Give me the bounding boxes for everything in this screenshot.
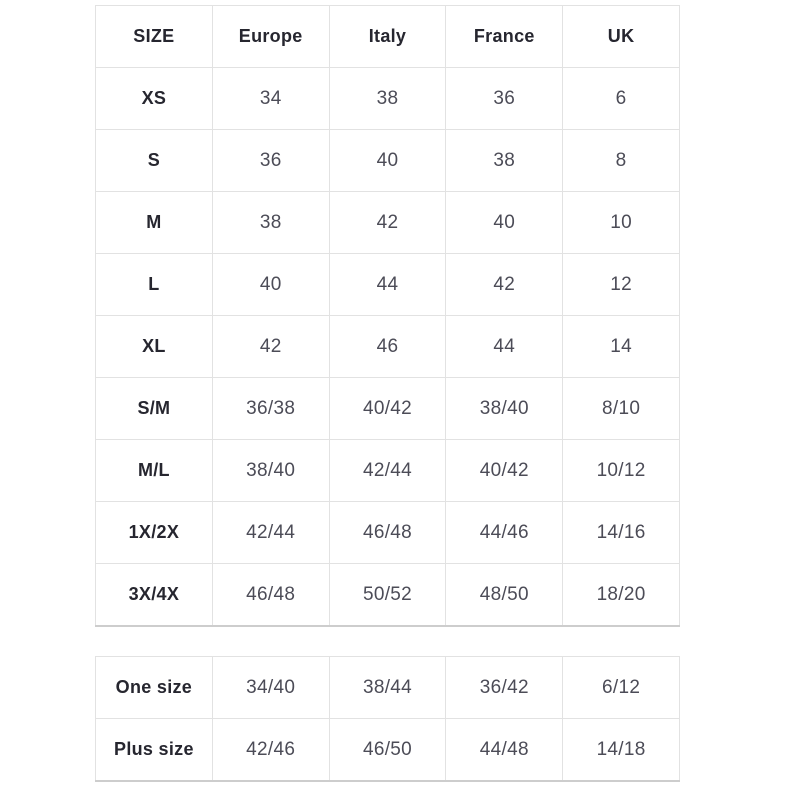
row-label: S/M [95,377,213,440]
size-cell: 8/10 [562,377,680,440]
size-conversion-table: SIZE Europe Italy France UK XS 34 38 36 … [95,5,680,627]
size-cell: 10 [562,191,680,254]
size-cell: 42 [211,315,330,378]
size-cell: 14/18 [562,718,680,782]
size-cell: 40/42 [445,439,564,502]
table-row-l: L 40 44 42 12 [95,253,680,316]
tables-container: SIZE Europe Italy France UK XS 34 38 36 … [95,5,680,782]
row-label: XL [95,315,213,378]
size-cell: 46/50 [328,718,447,782]
size-cell: 42 [445,253,564,316]
size-cell: 36 [211,129,330,192]
size-cell: 50/52 [328,563,447,627]
special-table-body: One size 34/40 38/44 36/42 6/12 Plus siz… [95,656,680,782]
size-cell: 44/46 [445,501,564,564]
size-cell: 46/48 [211,563,330,627]
table-row-ml: M/L 38/40 42/44 40/42 10/12 [95,439,680,502]
special-sizes-table: One size 34/40 38/44 36/42 6/12 Plus siz… [95,656,680,782]
size-cell: 14 [562,315,680,378]
row-label: M/L [95,439,213,502]
size-cell: 14/16 [562,501,680,564]
size-cell: 46 [328,315,447,378]
size-cell: 38 [328,67,447,130]
row-label: M [95,191,213,254]
row-label: XS [95,67,213,130]
size-cell: 44/48 [445,718,564,782]
table-row-m: M 38 42 40 10 [95,191,680,254]
column-header-europe: Europe [211,5,330,68]
column-header-france: France [445,5,564,68]
size-cell: 38/40 [445,377,564,440]
table-row-xs: XS 34 38 36 6 [95,67,680,130]
size-cell: 42 [328,191,447,254]
size-cell: 46/48 [328,501,447,564]
row-label: L [95,253,213,316]
size-cell: 42/44 [328,439,447,502]
size-cell: 38/44 [328,656,447,719]
size-cell: 36/38 [211,377,330,440]
row-label: 1X/2X [95,501,213,564]
size-table-header: SIZE Europe Italy France UK [95,5,680,68]
table-row-s: S 36 40 38 8 [95,129,680,192]
size-cell: 40 [328,129,447,192]
size-cell: 42/46 [211,718,330,782]
size-table-body: XS 34 38 36 6 S 36 40 38 8 M 38 42 [95,67,680,627]
column-header-size: SIZE [95,5,213,68]
table-row-xl: XL 42 46 44 14 [95,315,680,378]
size-cell: 36 [445,67,564,130]
size-cell: 12 [562,253,680,316]
size-cell: 38 [445,129,564,192]
size-cell: 6 [562,67,680,130]
row-label: S [95,129,213,192]
row-label: One size [95,656,213,719]
table-row-3x4x: 3X/4X 46/48 50/52 48/50 18/20 [95,563,680,627]
size-cell: 44 [445,315,564,378]
table-row-one-size: One size 34/40 38/44 36/42 6/12 [95,656,680,719]
size-cell: 18/20 [562,563,680,627]
size-cell: 34/40 [211,656,330,719]
size-cell: 44 [328,253,447,316]
table-row-plus-size: Plus size 42/46 46/50 44/48 14/18 [95,718,680,782]
size-cell: 38 [211,191,330,254]
column-header-italy: Italy [328,5,447,68]
size-cell: 40/42 [328,377,447,440]
table-row-1x2x: 1X/2X 42/44 46/48 44/46 14/16 [95,501,680,564]
size-cell: 42/44 [211,501,330,564]
size-cell: 38/40 [211,439,330,502]
size-cell: 40 [211,253,330,316]
size-cell: 10/12 [562,439,680,502]
size-cell: 6/12 [562,656,680,719]
row-label: 3X/4X [95,563,213,627]
table-row-sm: S/M 36/38 40/42 38/40 8/10 [95,377,680,440]
size-cell: 34 [211,67,330,130]
size-cell: 40 [445,191,564,254]
column-header-uk: UK [562,5,680,68]
row-label: Plus size [95,718,213,782]
size-cell: 36/42 [445,656,564,719]
header-row: SIZE Europe Italy France UK [95,5,680,68]
size-cell: 48/50 [445,563,564,627]
size-cell: 8 [562,129,680,192]
